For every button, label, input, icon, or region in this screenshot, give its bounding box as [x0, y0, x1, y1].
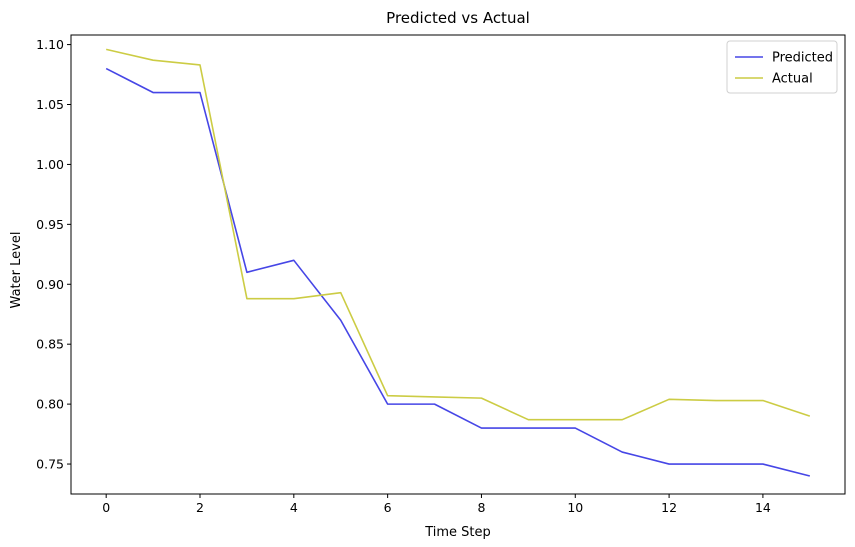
- series-line-1: [106, 48, 811, 421]
- y-tick-label: 0.95: [36, 217, 64, 232]
- y-tick-label: 0.85: [36, 337, 64, 352]
- x-tick-label: 6: [384, 500, 392, 515]
- plot-frame: [70, 34, 846, 495]
- x-tick-label: 2: [196, 500, 204, 515]
- x-axis-label: Time Step: [424, 525, 491, 540]
- legend-box: [726, 40, 838, 94]
- y-tick-label: 1.00: [36, 157, 64, 172]
- x-tick-label: 12: [661, 500, 677, 515]
- x-tick-label: 14: [755, 500, 771, 515]
- series-line-0: [105, 67, 811, 477]
- legend-label-1: Actual: [772, 72, 813, 87]
- y-tick-label: 0.90: [36, 277, 64, 292]
- y-tick-label: 0.80: [36, 397, 64, 412]
- y-tick-label: 1.05: [36, 97, 64, 112]
- legend-label-0: Predicted: [772, 51, 833, 66]
- x-tick-label: 4: [290, 500, 298, 515]
- chart-title: Predicted vs Actual: [386, 9, 530, 27]
- legend: Predicted Actual: [726, 40, 838, 94]
- x-tick-label: 10: [567, 500, 583, 515]
- axes-layer: 0 2 4 6 8 10 12 14 0.75 0.80 0.85 0.90 0.95 1.00 1.05 1…: [36, 34, 846, 515]
- y-tick-label: 0.75: [36, 457, 64, 472]
- plot-layer: [105, 48, 811, 477]
- y-tick-label: 1.10: [36, 37, 64, 52]
- x-tick-label: 8: [477, 500, 485, 515]
- x-tick-label: 0: [102, 500, 110, 515]
- y-axis-label: Water Level: [9, 232, 24, 309]
